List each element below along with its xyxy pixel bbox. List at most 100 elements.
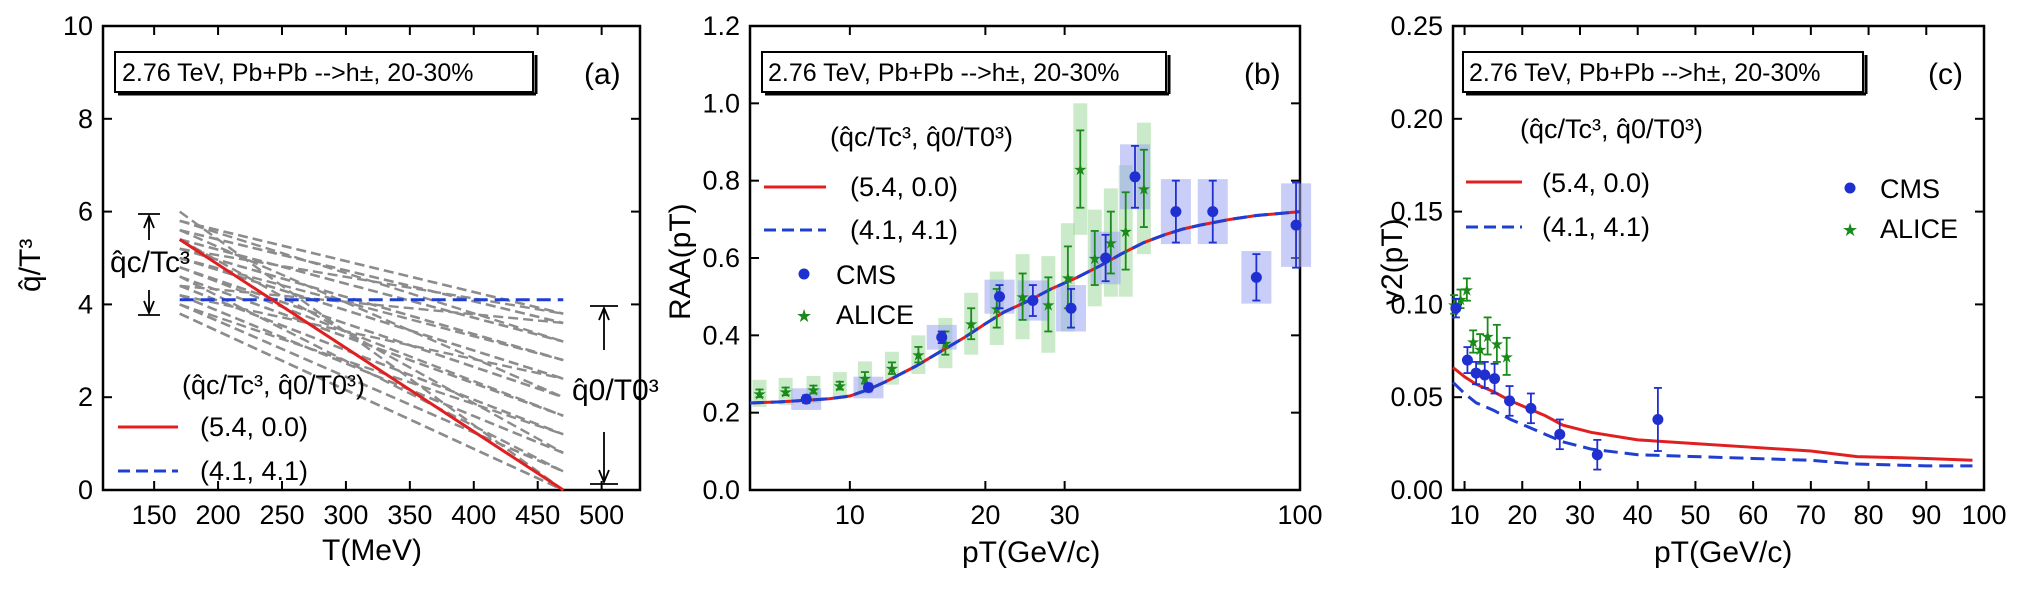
panel-a-xlabel: T(MeV) — [322, 534, 422, 567]
panel-b-ytick-label: 1.2 — [702, 11, 740, 41]
panel-a-scan-line — [179, 247, 564, 315]
panel-c-cms-point — [1450, 302, 1462, 314]
panel-b-alice-point: ★ — [1015, 288, 1029, 307]
panel-a-xtick-label: 400 — [451, 500, 496, 530]
panel-a-scan-line — [179, 303, 564, 436]
panel-b-xtick-label: 10 — [835, 500, 865, 530]
panel-c-legend-cms-marker — [1844, 182, 1856, 194]
q0-arrow-annotation — [590, 305, 618, 485]
panel-c-legend-blue-label: (4.1, 4.1) — [1542, 212, 1650, 242]
panel-c-cms-point — [1461, 354, 1473, 366]
panel-a-legend-red-label: (5.4, 0.0) — [200, 412, 308, 442]
panel-b-legend-red-label: (5.4, 0.0) — [850, 172, 958, 202]
panel-b-alice-point: ★ — [1137, 179, 1151, 198]
panel-a-legend-blue-label: (4.1, 4.1) — [200, 456, 308, 486]
qc-annotation-label: q̂c/Tc³ — [110, 246, 190, 279]
panel-b-legend-alice-marker: ★ — [796, 306, 812, 327]
panel-b-alice-point: ★ — [778, 382, 792, 401]
panel-b-cms-point — [1065, 302, 1077, 314]
panel-a-title-box — [114, 51, 534, 93]
panel-b-cms-point — [994, 291, 1006, 303]
panel-c-xlabel: pT(GeV/c) — [1654, 536, 1792, 569]
panel-c-ytick-label: 0.10 — [1390, 289, 1443, 319]
panel-c-alice-point: ★ — [1460, 281, 1474, 300]
panel-a-scan-line — [179, 266, 564, 399]
panel-c-title: 2.76 TeV, Pb+Pb -->h±, 20-30% — [1469, 59, 1820, 87]
panel-b-ytick-label: 1.0 — [702, 88, 740, 118]
panel-b-cms-point — [1250, 271, 1262, 283]
panel-c-label: (c) — [1928, 58, 1963, 91]
panel-c-ytick-label: 0.20 — [1390, 104, 1443, 134]
panel-b-title-box — [761, 51, 1167, 93]
panel-a-scan-line — [179, 293, 564, 455]
panel-a-ytick-label: 0 — [78, 475, 93, 505]
panel-b-legend-alice-label: ALICE — [836, 300, 914, 330]
panel-a-xtick-label: 450 — [515, 500, 560, 530]
panel-a-xtick-label: 500 — [579, 500, 624, 530]
panel-a-scan-line — [179, 312, 564, 492]
panel-b-alice-point: ★ — [1088, 249, 1102, 268]
panel-c-legend-alice-label: ALICE — [1880, 214, 1958, 244]
panel-c-legend-cms-label: CMS — [1880, 174, 1940, 204]
panel-b-xtick-label: 100 — [1277, 500, 1322, 530]
panel-a-scan-line — [179, 284, 564, 436]
panel-c-xtick-label: 70 — [1796, 500, 1826, 530]
panel-c-ytick-label: 0.25 — [1390, 11, 1443, 41]
panel-c-cms-point — [1504, 395, 1516, 407]
panel-a-ytick-label: 6 — [78, 197, 93, 227]
panel-c-xtick-label: 40 — [1623, 500, 1653, 530]
panel-a-ylabel: q̂/T³ — [14, 239, 47, 292]
panel-c-cms-point — [1591, 449, 1603, 461]
panel-c-xtick-label: 10 — [1450, 500, 1480, 530]
panel-c-ytick-label: 0.05 — [1390, 382, 1443, 412]
panel-a-ytick-label: 2 — [78, 382, 93, 412]
panel-b-ytick-label: 0.0 — [702, 475, 740, 505]
panel-b-legend-blue-label: (4.1, 4.1) — [850, 215, 958, 245]
panel-b-cms-point — [1100, 252, 1112, 264]
panel-b-xlabel: pT(GeV/c) — [962, 536, 1100, 569]
panel-c-title-box — [1462, 51, 1864, 93]
panel-c-xtick-label: 20 — [1507, 500, 1537, 530]
panel-b-cms-point — [800, 393, 812, 405]
panel-a-ytick-label: 8 — [78, 104, 93, 134]
panel-a-xtick-label: 250 — [259, 500, 304, 530]
panel-c-cms-point — [1470, 367, 1482, 379]
panel-b-alice-point: ★ — [911, 346, 925, 365]
panel-b-alice-point: ★ — [1073, 160, 1087, 179]
q0-annotation-bg — [570, 368, 636, 412]
panel-b-alice-point: ★ — [1061, 268, 1075, 287]
panel-b-ylabel: RAA(pT) — [664, 203, 697, 320]
panel-a-scan-line — [179, 219, 564, 315]
panel-b-alice-point: ★ — [1041, 295, 1055, 314]
panel-c-alice-point: ★ — [1500, 347, 1514, 366]
panel-a-ytick-label: 4 — [78, 289, 93, 319]
panel-a-scan-line — [179, 275, 564, 473]
panel-c-xtick-label: 100 — [1961, 500, 2006, 530]
panel-c-ylabel: v2(pT) — [1376, 218, 1409, 305]
panel-c-cms-point — [1525, 402, 1537, 414]
panel-a-scan-line — [179, 238, 564, 454]
panel-a-xtick-label: 150 — [132, 500, 177, 530]
panel-c-cms-point — [1652, 413, 1664, 425]
panel-a-scan-line — [179, 256, 564, 380]
q0-annotation-label: q̂0/T0³ — [572, 374, 659, 407]
panel-b-cms-point — [1027, 295, 1039, 307]
panel-a-scan-line — [179, 293, 564, 380]
panel-b-cms-point — [936, 331, 948, 343]
panel-c-legend-alice-marker: ★ — [1842, 220, 1858, 241]
panel-c-alice-point: ★ — [1480, 327, 1494, 346]
panel-c-xtick-label: 50 — [1680, 500, 1710, 530]
panel-b-legend-header: (q̂c/Tc³, q̂0/T0³) — [830, 122, 1013, 152]
panel-c-xtick-label: 60 — [1738, 500, 1768, 530]
panel-c-alice-point: ★ — [1490, 334, 1504, 353]
panel-a-scan-line — [179, 266, 564, 417]
panel-a-xtick-label: 350 — [387, 500, 432, 530]
panel-b-alice-point: ★ — [885, 359, 899, 378]
panel-b-ytick-label: 0.2 — [702, 398, 740, 428]
panel-c-legend-header: (q̂c/Tc³, q̂0/T0³) — [1520, 114, 1703, 144]
panel-a-frame — [101, 24, 642, 492]
panel-c-legend-red-label: (5.4, 0.0) — [1542, 168, 1650, 198]
